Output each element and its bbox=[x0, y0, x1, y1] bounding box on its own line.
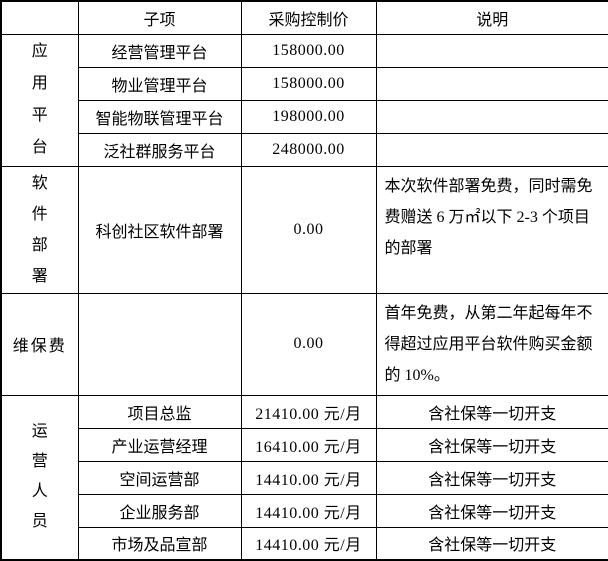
note-cell: 含社保等一切开支 bbox=[375, 493, 608, 528]
note-cell bbox=[375, 33, 608, 68]
sub-item-cell: 空间运营部 bbox=[77, 460, 242, 495]
note-cell: 含社保等一切开支 bbox=[375, 394, 608, 429]
category-label: 应用平台 bbox=[31, 43, 48, 156]
price-cell: 14410.00 元/月 bbox=[240, 493, 377, 528]
header-sub-item: 子项 bbox=[77, 0, 242, 35]
table-row: 市场及品宣部 14410.00 元/月 含社保等一切开支 bbox=[1, 526, 608, 561]
sub-item-cell: 经营管理平台 bbox=[77, 33, 242, 68]
price-cell: 0.00 bbox=[240, 292, 377, 396]
table-row: 应用平台 经营管理平台 158000.00 bbox=[0, 33, 608, 167]
category-label: 运营人员 bbox=[31, 423, 48, 531]
table-row: 智能物联管理平台 198000.00 bbox=[1, 99, 608, 134]
price-cell: 158000.00 bbox=[240, 66, 377, 101]
table-row: 企业服务部 14410.00 元/月 含社保等一切开支 bbox=[1, 493, 608, 528]
price-cell: 198000.00 bbox=[240, 99, 377, 134]
note-cell: 含社保等一切开支 bbox=[375, 460, 608, 495]
price-cell: 248000.00 bbox=[240, 132, 377, 167]
sub-item-cell bbox=[77, 292, 242, 396]
sub-item-cell: 项目总监 bbox=[77, 394, 242, 429]
table-row: 运营人员 项目总监 21410.00 元/月 含社保等一切开支 bbox=[0, 394, 608, 561]
sub-item-cell: 物业管理平台 bbox=[77, 66, 242, 101]
sub-item-cell: 泛社群服务平台 bbox=[77, 132, 242, 167]
table-row: 空间运营部 14410.00 元/月 含社保等一切开支 bbox=[1, 460, 608, 495]
note-cell bbox=[375, 66, 608, 101]
price-cell: 0.00 bbox=[240, 165, 377, 294]
sub-item-cell: 产业运营经理 bbox=[77, 427, 242, 462]
table-row: 软件部署 科创社区软件部署 0.00 本次软件部署免费，同时需免费赠送 6 万㎡… bbox=[0, 165, 608, 294]
note-cell: 首年免费，从第二年起每年不得超过应用平台软件购买金额的 10%。 bbox=[375, 292, 608, 396]
category-label: 软件部署 bbox=[31, 174, 48, 285]
header-control-price: 采购控制价 bbox=[240, 0, 377, 35]
table-row: 维保费 0.00 首年免费，从第二年起每年不得超过应用平台软件购买金额的 10%… bbox=[0, 292, 608, 396]
header-note: 说明 bbox=[375, 0, 608, 35]
price-cell: 16410.00 元/月 bbox=[240, 427, 377, 462]
note-cell: 含社保等一切开支 bbox=[375, 427, 608, 462]
header-category-blank bbox=[0, 0, 79, 35]
price-cell: 21410.00 元/月 bbox=[240, 394, 377, 429]
note-cell bbox=[375, 99, 608, 134]
note-cell: 本次软件部署免费，同时需免费赠送 6 万㎡以下 2-3 个项目的部署 bbox=[375, 165, 608, 294]
price-cell: 14410.00 元/月 bbox=[240, 460, 377, 495]
table-row: 产业运营经理 16410.00 元/月 含社保等一切开支 bbox=[1, 427, 608, 462]
sub-item-cell: 企业服务部 bbox=[77, 493, 242, 528]
sub-item-cell: 智能物联管理平台 bbox=[77, 99, 242, 134]
note-cell: 含社保等一切开支 bbox=[375, 526, 608, 561]
category-cell-operations-staff: 运营人员 bbox=[0, 394, 79, 561]
table-header-row: 子项 采购控制价 说明 bbox=[0, 0, 608, 35]
note-cell bbox=[375, 132, 608, 167]
sub-item-cell: 市场及品宣部 bbox=[77, 526, 242, 561]
table-row: 泛社群服务平台 248000.00 bbox=[1, 132, 608, 167]
table-row: 物业管理平台 158000.00 bbox=[1, 66, 608, 101]
category-cell-software-deploy: 软件部署 bbox=[0, 165, 79, 294]
sub-item-cell: 科创社区软件部署 bbox=[77, 165, 242, 294]
price-cell: 14410.00 元/月 bbox=[240, 526, 377, 561]
category-cell-maintenance-fee: 维保费 bbox=[0, 292, 79, 396]
category-cell-app-platform: 应用平台 bbox=[0, 33, 79, 167]
price-cell: 158000.00 bbox=[240, 33, 377, 68]
